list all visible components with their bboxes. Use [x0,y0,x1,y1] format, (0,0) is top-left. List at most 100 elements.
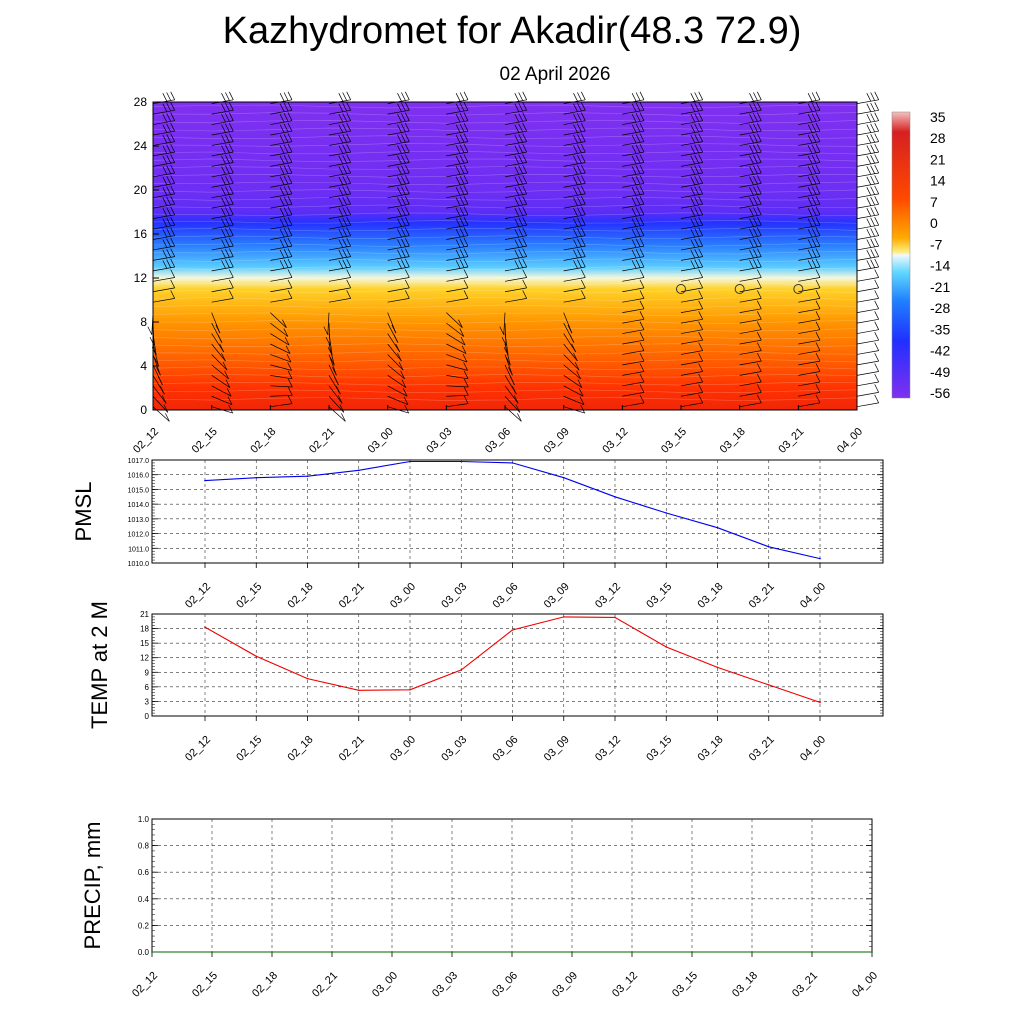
barb-shaft [152,109,175,115]
barb-feather [698,279,704,289]
barb-feather [753,123,758,133]
data-point [306,475,309,478]
barb-feather [221,134,226,144]
wind-barb [270,343,291,354]
barb-feather [514,93,520,102]
barb-feather [756,269,762,278]
barb-feather [811,196,817,206]
barb-feather [342,144,348,153]
barb-feather [463,91,469,100]
barb-feather [170,175,176,184]
barb-feather [391,324,397,334]
wind-barb [270,133,293,146]
data-point [255,476,258,479]
wind-barb [211,175,234,188]
barb-feather [756,290,762,299]
wind-barb [739,112,762,125]
wind-barb [270,237,293,251]
barb-feather [866,260,872,269]
barb-feather [639,227,645,236]
barb-shaft [563,193,586,199]
wind-barb [270,164,293,178]
barb-shaft [563,395,585,406]
barb-shaft [680,298,703,303]
barb-feather [698,227,704,236]
barb-feather [698,332,704,341]
x-tick-label: 03_15 [644,734,674,764]
barb-feather [518,259,524,268]
barb-shaft [856,298,879,303]
data-point [451,951,453,953]
wind-barb [504,406,522,422]
barb-feather [756,227,762,236]
barb-feather [753,155,758,164]
colorbar-label: 14 [930,173,946,189]
x-tick-label: 04_00 [798,734,828,764]
barb-feather [756,373,762,383]
barb-feather [283,249,289,258]
barb-feather [577,217,582,227]
barb-shaft [798,172,821,178]
barb-feather [874,300,880,309]
barb-feather [815,258,821,268]
x-tick-label: 03_06 [490,970,520,1000]
wind-barb [739,175,762,188]
barb-shaft [152,406,170,422]
barb-feather [401,207,406,216]
barb-feather [815,342,821,351]
colorbar-label: -56 [930,385,950,401]
barb-feather [580,227,586,236]
barb-feather [166,165,172,174]
barb-feather [635,186,641,195]
barb-feather [166,113,172,122]
barb-shaft [270,385,293,388]
wind-barb [856,321,880,334]
barb-feather [866,197,872,206]
barb-feather [815,332,821,341]
wind-barb [387,333,401,353]
barb-shaft [856,151,879,157]
barb-feather [221,239,226,248]
barb-feather [639,300,645,309]
barb-feather [870,113,876,122]
barb-feather [866,145,872,154]
barb-shaft [152,162,175,167]
barb-feather [874,133,880,142]
wind-barb [504,248,528,261]
barb-feather [753,144,758,153]
barb-feather [404,154,410,163]
barb-feather [170,258,176,268]
barb-shaft [739,214,762,219]
wind-barb [739,373,762,387]
barb-feather [518,186,524,195]
barb-shaft [504,266,527,272]
barb-shaft [739,318,762,324]
barb-shaft [739,172,762,178]
barb-feather [567,324,573,334]
barb-shaft [563,162,586,167]
barb-feather [815,300,821,309]
barb-feather [866,155,872,165]
barb-feather [866,113,872,123]
barb-feather [635,134,641,143]
barb-feather [342,217,348,227]
colorbar-label: 28 [930,130,946,146]
wind-barb [622,258,645,272]
x-tick-label: 03_00 [370,970,400,1000]
barb-feather [346,112,352,121]
wind-barb [622,133,645,146]
wind-barb [270,102,293,115]
barb-shaft [211,141,234,146]
x-tick-label: 02_18 [286,581,316,611]
barb-feather [631,134,637,144]
barb-feather [287,102,293,111]
barb-feather [874,248,880,257]
wind-barb [328,143,352,157]
barb-shaft [270,394,293,397]
barb-feather [749,103,754,112]
barb-shaft [680,141,703,146]
barb-shaft [328,141,351,146]
barb-feather [463,164,469,174]
barb-feather [287,123,293,132]
barb-feather [573,134,578,144]
